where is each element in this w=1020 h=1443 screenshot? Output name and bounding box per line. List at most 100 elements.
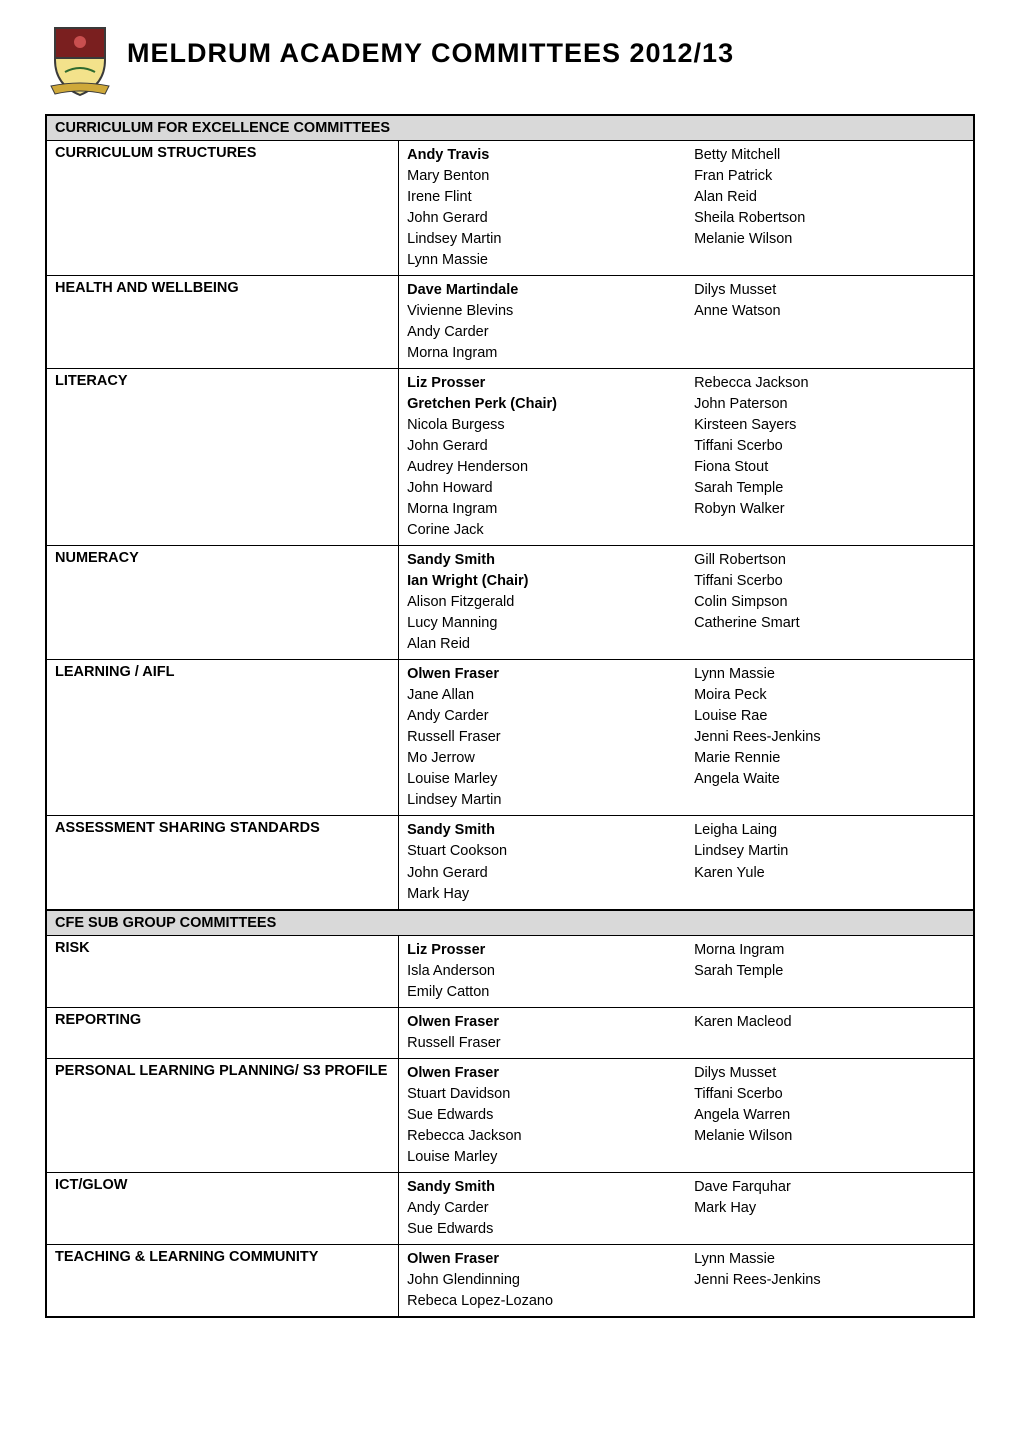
member-name: Stuart Cookson [407,841,678,862]
member-name: Emily Catton [407,982,678,1003]
member-name: Sandy Smith [407,820,678,841]
member-name: Sandy Smith [407,550,678,571]
committee-row: LITERACYLiz ProsserGretchen Perk (Chair)… [46,369,974,546]
member-name: John Gerard [407,436,678,457]
members-column-1: Olwen FraserRussell Fraser [399,1008,686,1058]
members-column-2: Rebecca JacksonJohn PatersonKirsteen Say… [686,369,973,545]
member-name: Andy Travis [407,145,678,166]
member-name: Andy Carder [407,706,678,727]
member-name: Lynn Massie [694,664,965,685]
member-name: Tiffani Scerbo [694,436,965,457]
committee-label: RISK [46,935,399,1007]
member-name: Morna Ingram [407,343,678,364]
committee-label: TEACHING & LEARNING COMMUNITY [46,1244,399,1317]
members-column-2: Gill RobertsonTiffani ScerboColin Simpso… [686,546,973,659]
member-name: Jenni Rees-Jenkins [694,727,965,748]
member-name: Jenni Rees-Jenkins [694,1270,965,1291]
member-name: John Glendinning [407,1270,678,1291]
committee-members-cell: Liz ProsserGretchen Perk (Chair)Nicola B… [399,369,974,546]
committee-row: RISKLiz ProsserIsla AndersonEmily Catton… [46,935,974,1007]
member-name: Louise Rae [694,706,965,727]
member-name: Liz Prosser [407,940,678,961]
member-name: Stuart Davidson [407,1084,678,1105]
committees-table: CURRICULUM FOR EXCELLENCE COMMITTEESCURR… [45,114,975,1318]
members-column-1: Sandy SmithAndy CarderSue Edwards [399,1173,686,1244]
member-name: Rebecca Jackson [694,373,965,394]
member-name: Louise Marley [407,769,678,790]
committee-label: LITERACY [46,369,399,546]
members-column-2: Betty MitchellFran PatrickAlan ReidSheil… [686,141,973,275]
committee-members-cell: Olwen FraserJohn GlendinningRebeca Lopez… [399,1244,974,1317]
member-name: Russell Fraser [407,727,678,748]
member-name: Angela Waite [694,769,965,790]
committee-row: LEARNING / AIFLOlwen FraserJane AllanAnd… [46,660,974,816]
member-name: Tiffani Scerbo [694,1084,965,1105]
members-column-2: Dilys MussetAnne Watson [686,276,973,368]
member-name: Alan Reid [694,187,965,208]
member-name: Olwen Fraser [407,1249,678,1270]
member-name: Melanie Wilson [694,1126,965,1147]
members-column-1: Dave MartindaleVivienne BlevinsAndy Card… [399,276,686,368]
member-name: John Paterson [694,394,965,415]
committee-label: CURRICULUM STRUCTURES [46,141,399,276]
members-column-1: Olwen FraserJane AllanAndy CarderRussell… [399,660,686,815]
member-name: Leigha Laing [694,820,965,841]
committee-members-cell: Sandy SmithIan Wright (Chair)Alison Fitz… [399,546,974,660]
member-name: Andy Carder [407,1198,678,1219]
committee-members-cell: Liz ProsserIsla AndersonEmily Catton Morn… [399,935,974,1007]
members-column-2: Dilys MussetTiffani ScerboAngela WarrenM… [686,1059,973,1172]
member-name: Vivienne Blevins [407,301,678,322]
member-name: Olwen Fraser [407,664,678,685]
members-column-1: Andy TravisMary BentonIrene FlintJohn Ge… [399,141,686,275]
committee-label: NUMERACY [46,546,399,660]
committee-row: TEACHING & LEARNING COMMUNITYOlwen Frase… [46,1244,974,1317]
member-name: Lynn Massie [407,250,678,271]
committee-label: ICT/GLOW [46,1172,399,1244]
committee-members-cell: Olwen FraserJane AllanAndy CarderRussell… [399,660,974,816]
member-name: Lucy Manning [407,613,678,634]
member-name: Corine Jack [407,520,678,541]
section-header-cell: CURRICULUM FOR EXCELLENCE COMMITTEES [46,115,974,141]
member-name: Anne Watson [694,301,965,322]
member-name: Isla Anderson [407,961,678,982]
section-header-cell: CFE SUB GROUP COMMITTEES [46,910,974,936]
committee-label: ASSESSMENT SHARING STANDARDS [46,816,399,910]
committee-members-cell: Andy TravisMary BentonIrene FlintJohn Ge… [399,141,974,276]
member-name: Olwen Fraser [407,1063,678,1084]
member-name: John Gerard [407,208,678,229]
member-name: Ian Wright (Chair) [407,571,678,592]
member-name: Andy Carder [407,322,678,343]
committee-row: ASSESSMENT SHARING STANDARDSSandy SmithS… [46,816,974,910]
member-name: Catherine Smart [694,613,965,634]
committee-members-cell: Sandy SmithAndy CarderSue EdwardsDave Fa… [399,1172,974,1244]
committee-label: PERSONAL LEARNING PLANNING/ S3 PROFILE [46,1058,399,1172]
member-name: Morna Ingram [694,940,965,961]
member-name: Betty Mitchell [694,145,965,166]
member-name: John Gerard [407,863,678,884]
committee-row: PERSONAL LEARNING PLANNING/ S3 PROFILE Ol… [46,1058,974,1172]
member-name: Marie Rennie [694,748,965,769]
member-name: Mark Hay [694,1198,965,1219]
member-name: John Howard [407,478,678,499]
members-column-2: Lynn MassieMoira PeckLouise RaeJenni Ree… [686,660,973,815]
member-name: Lindsey Martin [694,841,965,862]
member-name: Sarah Temple [694,478,965,499]
members-column-1: Sandy SmithStuart CooksonJohn GerardMark… [399,816,686,908]
committee-label: REPORTING [46,1007,399,1058]
member-name: Fran Patrick [694,166,965,187]
member-name: Dilys Musset [694,1063,965,1084]
member-name: Mark Hay [407,884,678,905]
members-column-1: Sandy SmithIan Wright (Chair)Alison Fitz… [399,546,686,659]
committee-row: NUMERACYSandy SmithIan Wright (Chair)Ali… [46,546,974,660]
section-header-row: CURRICULUM FOR EXCELLENCE COMMITTEES [46,115,974,141]
committee-row: HEALTH AND WELLBEINGDave MartindaleVivie… [46,276,974,369]
member-name: Audrey Henderson [407,457,678,478]
member-name: Mary Benton [407,166,678,187]
committee-members-cell: Sandy SmithStuart CooksonJohn GerardMark… [399,816,974,910]
member-name: Sarah Temple [694,961,965,982]
member-name: Russell Fraser [407,1033,678,1054]
committee-label: HEALTH AND WELLBEING [46,276,399,369]
member-name: Rebecca Jackson [407,1126,678,1147]
committee-members-cell: Dave MartindaleVivienne BlevinsAndy Card… [399,276,974,369]
committee-members-cell: Olwen FraserRussell FraserKaren Macleod [399,1007,974,1058]
